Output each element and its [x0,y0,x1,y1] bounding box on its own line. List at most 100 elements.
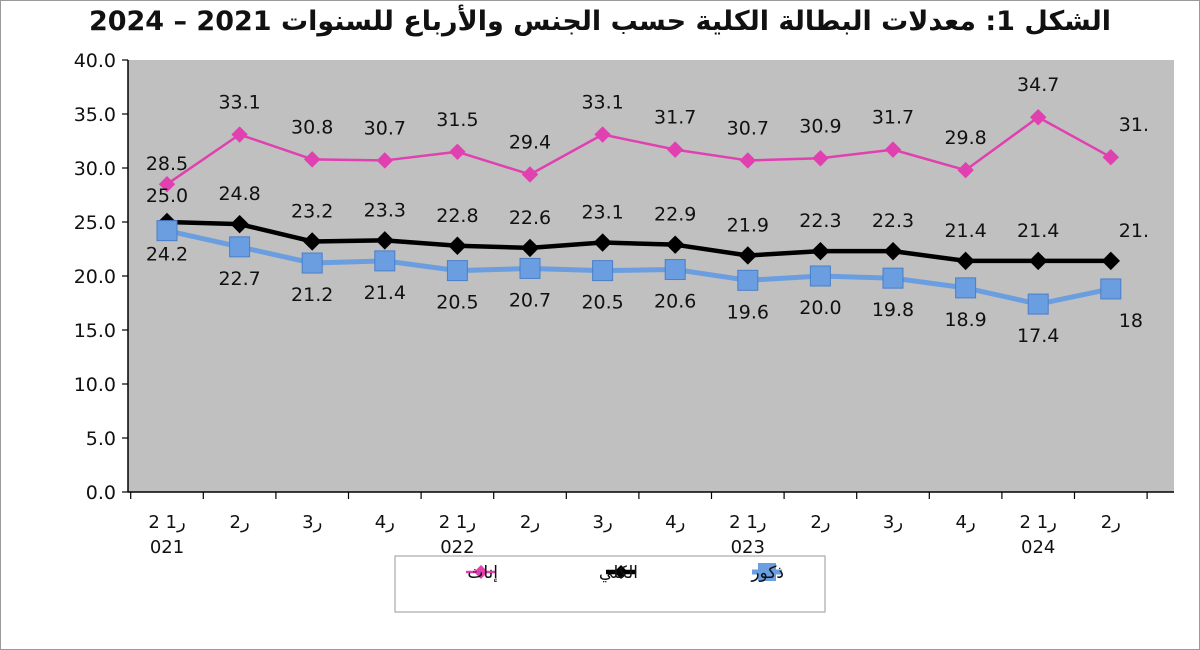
x-tick-label: ر2 [230,512,250,533]
data-point [376,152,394,169]
data-label: 18 [1119,310,1143,332]
y-tick-label: 0.0 [86,482,116,504]
data-label: 21.9 [727,214,769,236]
data-point [664,259,686,281]
data-point [666,141,684,158]
x-tick-label: ر2 [810,512,830,533]
data-label: 30.7 [727,117,769,139]
y-tick-label: 10.0 [74,374,116,396]
data-point [1100,278,1122,300]
data-point [737,269,759,291]
data-label: 31.5 [436,109,478,131]
data-point [158,175,176,193]
legend-label: إناث [467,563,498,583]
data-point [521,166,539,183]
data-point [1101,251,1121,271]
data-label: 33.1 [218,92,260,114]
data-label: 34.7 [1017,74,1059,96]
data-label: 21.2 [291,284,333,306]
x-tick-label: ر1 2 [439,512,476,533]
y-axis-ticks: 0.0 5.0 10.0 15.0 20.0 25.0 30.0 35.0 40.0 [74,50,128,504]
x-tick-label: ر3 [302,512,322,533]
y-tick-label: 25.0 [74,212,116,234]
data-label: 19.6 [727,301,769,323]
data-point [882,267,904,289]
data-point [592,260,614,282]
x-tick-label: ر1 2 [1020,512,1057,533]
x-tick-label: ر1 2 [729,512,766,533]
data-point [229,236,251,258]
x-tick-label: ر4 [665,512,685,533]
y-tick-label: 40.0 [74,50,116,72]
series-markers [156,109,1122,315]
data-point [520,238,540,258]
data-point [1027,293,1049,315]
x-tick-label: 022 [440,537,474,558]
data-label: 30.7 [364,117,406,139]
data-label: 19.8 [872,299,914,321]
data-label: 31. [1119,114,1149,136]
legend-swatch-marker [474,565,488,579]
data-point [375,231,395,250]
data-point [519,257,541,279]
x-axis-ticks: ر1 2 021 ر2 ر3 ر4 ر1 2 022 ر2 ر3 ر4 ر1 2 023 ر2 ر3 ر4 ر… [130,492,1148,558]
data-point [665,235,685,254]
legend-label: الكلي [599,563,638,583]
legend-swatch-marker [614,565,628,579]
x-tick-label: ر3 [593,512,613,533]
x-tick-label: 021 [150,537,184,558]
x-tick-label: ر3 [883,512,903,533]
data-point [449,143,466,161]
x-tick-label: 024 [1021,537,1055,558]
data-label: 30.8 [291,116,333,138]
data-label: 31.7 [654,107,696,129]
data-point [230,214,249,234]
data-point [955,277,977,299]
x-tick-label: ر2 [1101,512,1121,533]
data-label: 22.3 [799,210,841,232]
data-label: 24.8 [218,183,260,205]
data-point [156,220,178,242]
data-label: 20.5 [581,292,623,314]
series-line [166,219,1111,264]
data-label: 22.9 [654,204,696,226]
y-tick-label: 30.0 [74,158,116,180]
data-label: 22.6 [509,207,551,229]
x-tick-label: 023 [731,537,765,558]
data-point [301,252,323,274]
y-tick-label: 35.0 [74,104,116,126]
data-point [448,236,467,255]
data-label: 22.7 [218,268,260,290]
data-point [812,150,829,167]
data-label: 29.8 [944,127,986,149]
data-label: 21. [1119,220,1149,242]
data-label: 30.9 [799,115,841,137]
data-point [374,250,396,272]
data-label: 22.8 [436,205,478,227]
y-tick-label: 20.0 [74,266,116,288]
data-point [739,152,757,169]
data-point [957,161,974,179]
data-label: 20.7 [509,289,551,311]
data-point [594,126,611,143]
data-point [809,265,831,287]
legend-box [394,555,826,613]
data-point [883,241,903,261]
x-tick-label: ر1 2 [148,512,185,533]
series-lines [166,115,1112,307]
data-label: 23.1 [581,202,623,224]
data-point [811,241,830,261]
y-tick-label: 5.0 [86,428,116,450]
data-label: 33.1 [581,92,623,114]
data-label: 18.9 [944,309,986,331]
data-label: 20.6 [654,291,696,313]
data-point [593,233,612,252]
data-label: 21.4 [1017,220,1059,242]
data-point [738,246,758,265]
legend-label: ذكور [750,563,784,583]
data-point [446,260,468,282]
data-label: 22.3 [872,210,914,232]
data-label: 23.2 [291,200,333,222]
y-tick-label: 15.0 [74,320,116,342]
plot-area [128,60,1174,492]
